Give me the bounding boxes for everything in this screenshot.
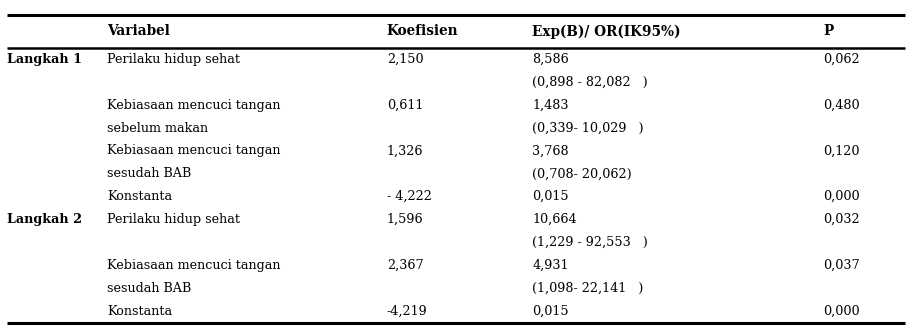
Text: 0,120: 0,120 <box>824 145 860 157</box>
Text: Konstanta: Konstanta <box>107 190 173 203</box>
Text: 1,483: 1,483 <box>532 99 569 112</box>
Text: 8,586: 8,586 <box>532 53 569 66</box>
Text: 0,037: 0,037 <box>824 259 860 272</box>
Text: Langkah 1: Langkah 1 <box>7 53 82 66</box>
Text: -4,219: -4,219 <box>387 305 428 318</box>
Text: Kebiasaan mencuci tangan: Kebiasaan mencuci tangan <box>107 259 281 272</box>
Text: 2,150: 2,150 <box>387 53 423 66</box>
Text: Kebiasaan mencuci tangan: Kebiasaan mencuci tangan <box>107 145 281 157</box>
Text: sebelum makan: sebelum makan <box>107 121 208 135</box>
Text: P: P <box>824 24 834 38</box>
Text: 0,015: 0,015 <box>532 190 569 203</box>
Text: 1,596: 1,596 <box>387 213 423 226</box>
Text: 10,664: 10,664 <box>532 213 577 226</box>
Text: Perilaku hidup sehat: Perilaku hidup sehat <box>107 53 240 66</box>
Text: 3,768: 3,768 <box>532 145 569 157</box>
Text: Variabel: Variabel <box>107 24 170 38</box>
Text: (1,229 - 92,553   ): (1,229 - 92,553 ) <box>532 236 648 249</box>
Text: sesudah BAB: sesudah BAB <box>107 167 192 180</box>
Text: (0,898 - 82,082   ): (0,898 - 82,082 ) <box>532 76 648 89</box>
Text: Exp(B)/ OR(IK95%): Exp(B)/ OR(IK95%) <box>532 24 681 39</box>
Text: (0,708- 20,062): (0,708- 20,062) <box>532 167 632 180</box>
Text: Kebiasaan mencuci tangan: Kebiasaan mencuci tangan <box>107 99 281 112</box>
Text: 0,000: 0,000 <box>824 190 860 203</box>
Text: 0,000: 0,000 <box>824 305 860 318</box>
Text: - 4,222: - 4,222 <box>387 190 431 203</box>
Text: Perilaku hidup sehat: Perilaku hidup sehat <box>107 213 240 226</box>
Text: 0,062: 0,062 <box>824 53 860 66</box>
Text: 1,326: 1,326 <box>387 145 423 157</box>
Text: 0,015: 0,015 <box>532 305 569 318</box>
Text: 0,032: 0,032 <box>824 213 860 226</box>
Text: Konstanta: Konstanta <box>107 305 173 318</box>
Text: (1,098- 22,141   ): (1,098- 22,141 ) <box>532 282 643 295</box>
Text: 2,367: 2,367 <box>387 259 423 272</box>
Text: (0,339- 10,029   ): (0,339- 10,029 ) <box>532 121 644 135</box>
Text: 0,611: 0,611 <box>387 99 423 112</box>
Text: Langkah 2: Langkah 2 <box>7 213 82 226</box>
Text: 4,931: 4,931 <box>532 259 569 272</box>
Text: 0,480: 0,480 <box>824 99 860 112</box>
Text: sesudah BAB: sesudah BAB <box>107 282 192 295</box>
Text: Koefisien: Koefisien <box>387 24 459 38</box>
